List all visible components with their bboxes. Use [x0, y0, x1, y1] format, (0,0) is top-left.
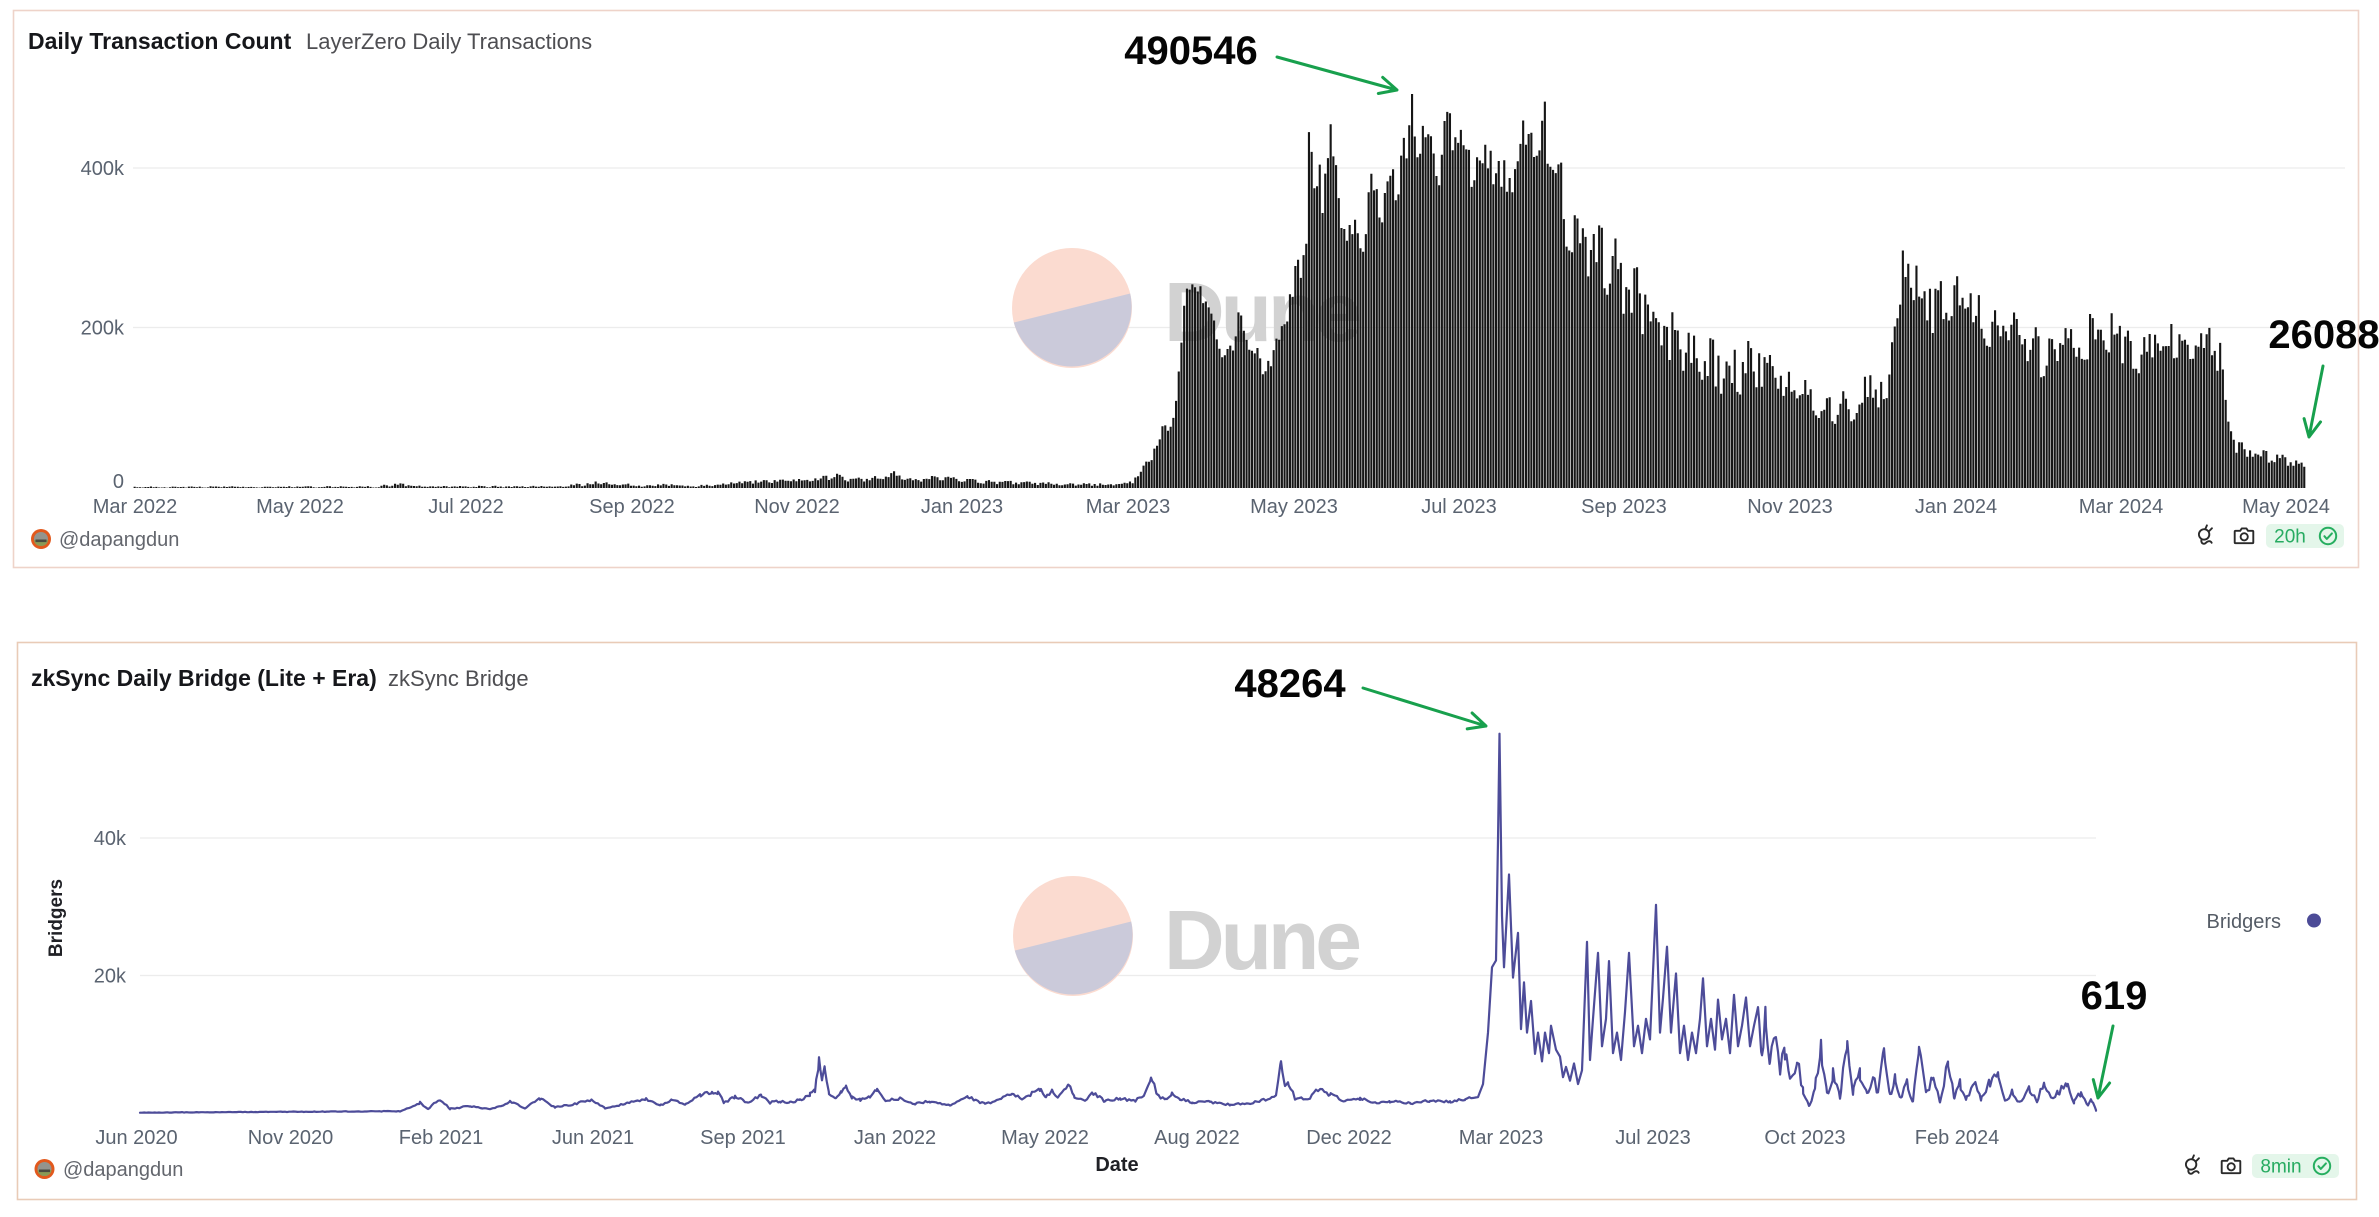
svg-text:26088: 26088 [2268, 313, 2379, 357]
svg-text:Jan 2022: Jan 2022 [854, 1127, 936, 1149]
svg-text:Dune: Dune [1164, 893, 1359, 987]
svg-text:8min: 8min [2260, 1157, 2301, 1178]
svg-text:20h: 20h [2274, 527, 2306, 548]
svg-text:Aug 2022: Aug 2022 [1154, 1127, 1240, 1149]
svg-text:Sep 2023: Sep 2023 [1581, 496, 1667, 518]
svg-text:Feb 2021: Feb 2021 [399, 1127, 484, 1149]
svg-text:May 2022: May 2022 [1001, 1127, 1089, 1149]
svg-text:LayerZero Daily Transactions: LayerZero Daily Transactions [306, 29, 592, 54]
svg-text:Bridgers: Bridgers [2207, 911, 2281, 933]
svg-text:Jun 2020: Jun 2020 [95, 1127, 177, 1149]
svg-text:Oct 2023: Oct 2023 [1764, 1127, 1845, 1149]
svg-text:Daily Transaction Count: Daily Transaction Count [28, 28, 292, 54]
svg-text:Sep 2021: Sep 2021 [700, 1127, 786, 1149]
svg-text:Mar 2024: Mar 2024 [2079, 496, 2164, 518]
svg-text:zkSync Daily Bridge (Lite + Er: zkSync Daily Bridge (Lite + Era) [31, 665, 377, 691]
svg-text:@dapangdun: @dapangdun [63, 1159, 183, 1181]
svg-text:Jul 2023: Jul 2023 [1421, 496, 1497, 518]
svg-text:Mar 2023: Mar 2023 [1086, 496, 1171, 518]
svg-text:Jul 2023: Jul 2023 [1615, 1127, 1691, 1149]
svg-text:Nov 2020: Nov 2020 [248, 1127, 334, 1149]
svg-text:@dapangdun: @dapangdun [59, 529, 179, 551]
svg-text:Jan 2023: Jan 2023 [921, 496, 1003, 518]
svg-text:Nov 2022: Nov 2022 [754, 496, 840, 518]
svg-text:20k: 20k [94, 966, 127, 988]
svg-text:Dec 2022: Dec 2022 [1306, 1127, 1392, 1149]
svg-text:May 2022: May 2022 [256, 496, 344, 518]
svg-text:200k: 200k [81, 318, 125, 340]
svg-text:Mar 2022: Mar 2022 [93, 496, 178, 518]
svg-text:48264: 48264 [1234, 662, 1346, 706]
svg-text:Jul 2022: Jul 2022 [428, 496, 504, 518]
svg-text:619: 619 [2081, 974, 2148, 1018]
svg-text:400k: 400k [81, 158, 125, 180]
svg-text:40k: 40k [94, 828, 127, 850]
svg-text:Feb 2024: Feb 2024 [1915, 1127, 2000, 1149]
svg-text:Jan 2024: Jan 2024 [1915, 496, 1997, 518]
svg-text:490546: 490546 [1124, 29, 1257, 73]
svg-text:Date: Date [1095, 1154, 1138, 1176]
svg-text:0: 0 [113, 471, 124, 493]
svg-text:May 2023: May 2023 [1250, 496, 1338, 518]
svg-text:May 2024: May 2024 [2242, 496, 2330, 518]
svg-text:Nov 2023: Nov 2023 [1747, 496, 1833, 518]
svg-text:Sep 2022: Sep 2022 [589, 496, 675, 518]
svg-text:zkSync Bridge: zkSync Bridge [388, 666, 529, 691]
svg-text:Mar 2023: Mar 2023 [1459, 1127, 1544, 1149]
svg-text:Bridgers: Bridgers [46, 879, 67, 957]
svg-text:Jun 2021: Jun 2021 [552, 1127, 634, 1149]
